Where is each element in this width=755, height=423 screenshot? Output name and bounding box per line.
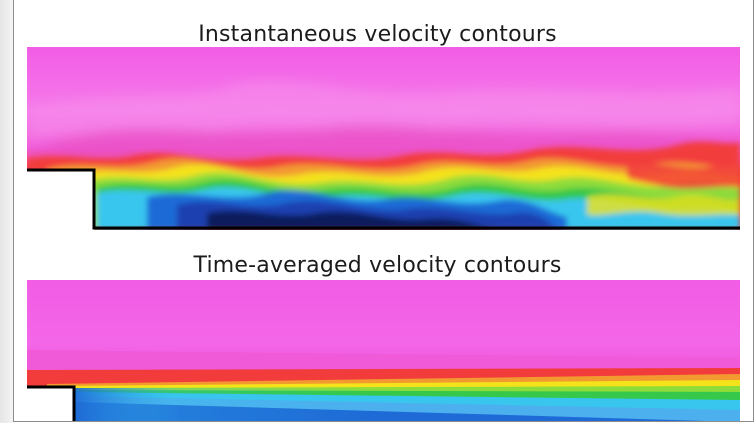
- time-averaged-panel-title: Time-averaged velocity contours: [193, 253, 562, 278]
- shear-layer: [27, 141, 740, 230]
- instantaneous-contour-plot: [27, 47, 740, 230]
- backward-facing-step: [27, 387, 74, 422]
- step-wall: [27, 385, 76, 422]
- instantaneous-panel-title: Instantaneous velocity contours: [198, 22, 557, 47]
- mean-shear-layer: [27, 350, 740, 422]
- slide-edge: [0, 0, 13, 423]
- step-wall: [27, 168, 740, 230]
- backward-facing-step: [27, 170, 94, 230]
- time-averaged-contour-plot: [27, 280, 740, 422]
